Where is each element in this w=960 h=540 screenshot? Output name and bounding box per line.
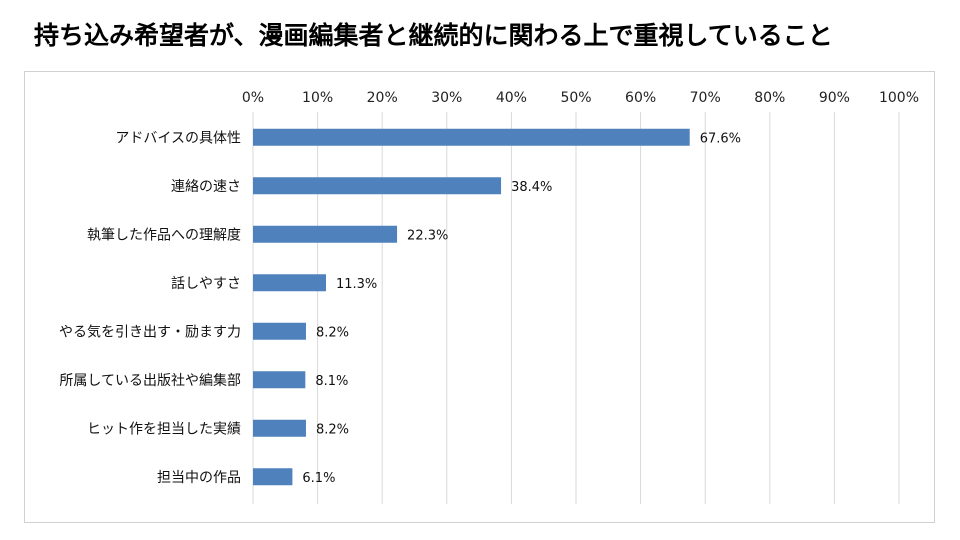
bar-value-label: 22.3% (407, 228, 448, 243)
x-tick-label: 90% (819, 90, 850, 106)
x-tick-label: 80% (754, 90, 785, 106)
bar-value-label: 6.1% (302, 471, 335, 486)
x-tick-label: 0% (242, 90, 264, 106)
bar-value-label: 67.6% (700, 131, 741, 146)
bar (253, 322, 306, 340)
x-tick-label: 60% (625, 90, 656, 106)
chart-area: 0% 10% 20% 30% 40% 50% 60% 70% 80% 90% 100% 67.6% アド… (24, 71, 935, 523)
bar (253, 128, 690, 146)
x-tick-label: 70% (690, 90, 721, 106)
x-tick-label: 40% (496, 90, 527, 106)
bar (253, 274, 326, 292)
category-label: やる気を引き出す・励ます力 (59, 324, 241, 340)
bar-chart: 0% 10% 20% 30% 40% 50% 60% 70% 80% 90% 100% 67.6% アド… (59, 90, 919, 504)
bar (253, 177, 502, 195)
category-label: 話しやすさ (171, 275, 241, 292)
category-label: 連絡の速さ (171, 179, 241, 195)
x-tick-label: 20% (367, 90, 398, 106)
category-label: 所属している出版社や編集部 (59, 372, 241, 389)
bar-value-label: 8.2% (316, 325, 349, 340)
bar (253, 225, 398, 243)
x-tick-label: 10% (302, 90, 333, 106)
category-label: 担当中の作品 (157, 470, 241, 486)
bar-value-label: 8.1% (315, 374, 348, 389)
bar (253, 468, 293, 486)
chart-title: 持ち込み希望者が、漫画編集者と継続的に関わる上で重視していること (34, 21, 833, 50)
bar (253, 419, 306, 437)
category-label: ヒット作を担当した実績 (87, 421, 241, 437)
bar-value-label: 11.3% (336, 277, 377, 292)
bar-value-label: 8.2% (316, 422, 349, 437)
category-label: アドバイスの具体性 (115, 130, 241, 146)
x-tick-label: 50% (560, 90, 591, 106)
x-tick-label: 100% (879, 90, 919, 106)
x-tick-label: 30% (431, 90, 462, 106)
bar-value-label: 38.4% (511, 180, 552, 195)
bar (253, 371, 306, 389)
category-label: 執筆した作品への理解度 (87, 227, 241, 243)
